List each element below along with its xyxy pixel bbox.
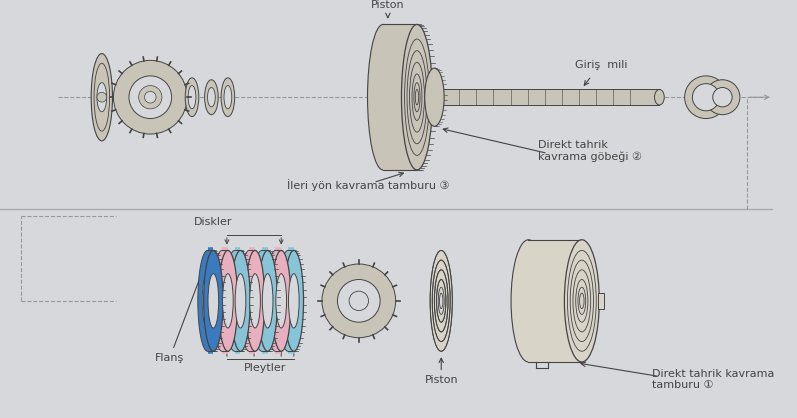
Ellipse shape bbox=[439, 293, 443, 308]
Ellipse shape bbox=[204, 250, 223, 351]
Text: Diskler: Diskler bbox=[194, 217, 233, 227]
Ellipse shape bbox=[224, 86, 232, 109]
Ellipse shape bbox=[222, 274, 234, 328]
Circle shape bbox=[685, 76, 728, 119]
Text: İleri yön kavrama tamburu ③: İleri yön kavrama tamburu ③ bbox=[287, 179, 450, 191]
Circle shape bbox=[337, 280, 380, 322]
Ellipse shape bbox=[91, 54, 112, 141]
Ellipse shape bbox=[367, 25, 398, 170]
Ellipse shape bbox=[284, 250, 304, 351]
Ellipse shape bbox=[258, 250, 277, 351]
Bar bbox=[528, 240, 582, 362]
Ellipse shape bbox=[425, 68, 444, 126]
Ellipse shape bbox=[208, 274, 218, 328]
Ellipse shape bbox=[289, 274, 299, 328]
Bar bbox=[383, 25, 417, 170]
Ellipse shape bbox=[198, 250, 218, 351]
Ellipse shape bbox=[185, 78, 198, 117]
Ellipse shape bbox=[377, 25, 398, 170]
Ellipse shape bbox=[231, 250, 250, 351]
Ellipse shape bbox=[564, 240, 599, 362]
Circle shape bbox=[322, 264, 395, 338]
Ellipse shape bbox=[235, 274, 245, 328]
Ellipse shape bbox=[207, 87, 215, 107]
Ellipse shape bbox=[252, 250, 272, 351]
Ellipse shape bbox=[265, 250, 285, 351]
Ellipse shape bbox=[257, 274, 267, 328]
Ellipse shape bbox=[430, 250, 453, 351]
Ellipse shape bbox=[511, 240, 546, 362]
Ellipse shape bbox=[244, 274, 254, 328]
Ellipse shape bbox=[402, 25, 433, 170]
Ellipse shape bbox=[437, 280, 446, 322]
Circle shape bbox=[144, 92, 156, 103]
Ellipse shape bbox=[381, 73, 395, 122]
Circle shape bbox=[113, 60, 187, 134]
Ellipse shape bbox=[212, 250, 232, 351]
Ellipse shape bbox=[205, 80, 218, 115]
Ellipse shape bbox=[272, 250, 291, 351]
Ellipse shape bbox=[225, 250, 245, 351]
Ellipse shape bbox=[262, 274, 273, 328]
Ellipse shape bbox=[188, 86, 196, 109]
Ellipse shape bbox=[249, 274, 261, 328]
Bar bbox=[442, 89, 659, 105]
Circle shape bbox=[97, 92, 107, 102]
Ellipse shape bbox=[432, 260, 450, 342]
Ellipse shape bbox=[217, 274, 227, 328]
Circle shape bbox=[713, 87, 732, 107]
Text: Direkt tahrik kavrama
tamburu ①: Direkt tahrik kavrama tamburu ① bbox=[652, 369, 774, 390]
Ellipse shape bbox=[245, 250, 265, 351]
Text: Pleytler: Pleytler bbox=[244, 363, 286, 373]
Ellipse shape bbox=[278, 250, 298, 351]
Ellipse shape bbox=[218, 250, 238, 351]
Ellipse shape bbox=[654, 89, 664, 105]
Ellipse shape bbox=[434, 270, 448, 332]
Text: Flanş: Flanş bbox=[155, 251, 210, 363]
Circle shape bbox=[693, 84, 720, 111]
Text: Piston: Piston bbox=[371, 0, 405, 10]
Circle shape bbox=[349, 291, 368, 311]
Ellipse shape bbox=[221, 78, 234, 117]
Circle shape bbox=[705, 80, 740, 115]
Ellipse shape bbox=[230, 274, 240, 328]
Bar bbox=[599, 293, 604, 308]
Ellipse shape bbox=[202, 274, 213, 328]
Ellipse shape bbox=[283, 274, 293, 328]
Text: Giriş  mili: Giriş mili bbox=[575, 60, 627, 70]
Circle shape bbox=[139, 86, 162, 109]
Text: Piston: Piston bbox=[425, 358, 458, 385]
Ellipse shape bbox=[270, 274, 281, 328]
Circle shape bbox=[129, 76, 171, 119]
Ellipse shape bbox=[276, 274, 287, 328]
Ellipse shape bbox=[240, 250, 259, 351]
Ellipse shape bbox=[97, 83, 107, 112]
Text: Direkt tahrik
kavrama göbeği ②: Direkt tahrik kavrama göbeği ② bbox=[538, 140, 642, 162]
